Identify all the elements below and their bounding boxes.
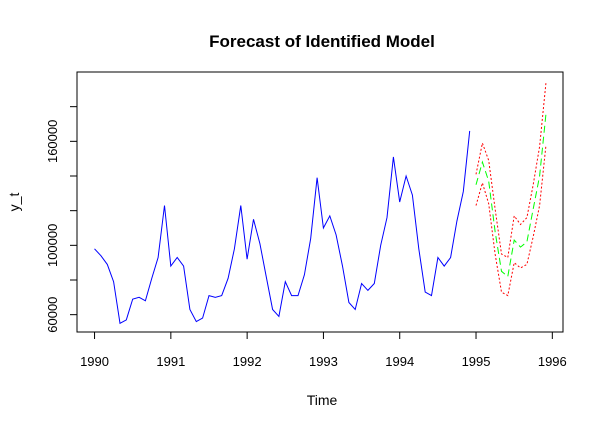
series-line-upper-bound bbox=[475, 82, 547, 259]
x-tick-label: 1996 bbox=[538, 354, 567, 369]
x-tick-label: 1991 bbox=[156, 354, 185, 369]
x-axis-label: Time bbox=[307, 392, 338, 408]
x-tick-label: 1994 bbox=[385, 354, 414, 369]
x-tick-label: 1990 bbox=[80, 354, 109, 369]
x-tick-label: 1993 bbox=[309, 354, 338, 369]
x-tick-label: 1992 bbox=[233, 354, 262, 369]
y-axis: 60000 100000 160000 bbox=[45, 106, 78, 333]
y-tick-label: 160000 bbox=[45, 120, 60, 163]
x-tick-label: 1995 bbox=[462, 354, 491, 369]
y-axis-label: y_t bbox=[6, 193, 22, 212]
series-line-forecast bbox=[475, 113, 547, 278]
chart-title: Forecast of Identified Model bbox=[209, 32, 435, 51]
x-axis: 1990 1991 1992 1993 1994 1995 1996 bbox=[80, 331, 567, 369]
y-tick-label: 60000 bbox=[45, 297, 60, 333]
series-line-lower-bound bbox=[475, 144, 547, 297]
series-layer bbox=[94, 82, 547, 325]
series-line-observed bbox=[94, 130, 471, 325]
y-tick-label: 100000 bbox=[45, 224, 60, 267]
